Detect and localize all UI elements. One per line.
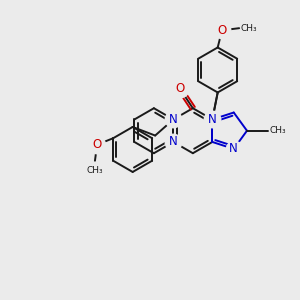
Text: CH₃: CH₃ bbox=[240, 24, 257, 33]
Text: O: O bbox=[92, 138, 102, 151]
Text: CH₃: CH₃ bbox=[87, 166, 103, 175]
Text: O: O bbox=[176, 82, 184, 95]
Text: N: N bbox=[169, 136, 178, 148]
Text: O: O bbox=[218, 24, 226, 37]
Text: CH₃: CH₃ bbox=[269, 126, 286, 135]
Text: N: N bbox=[230, 142, 238, 155]
Text: N: N bbox=[208, 113, 217, 126]
Text: N: N bbox=[169, 113, 178, 126]
